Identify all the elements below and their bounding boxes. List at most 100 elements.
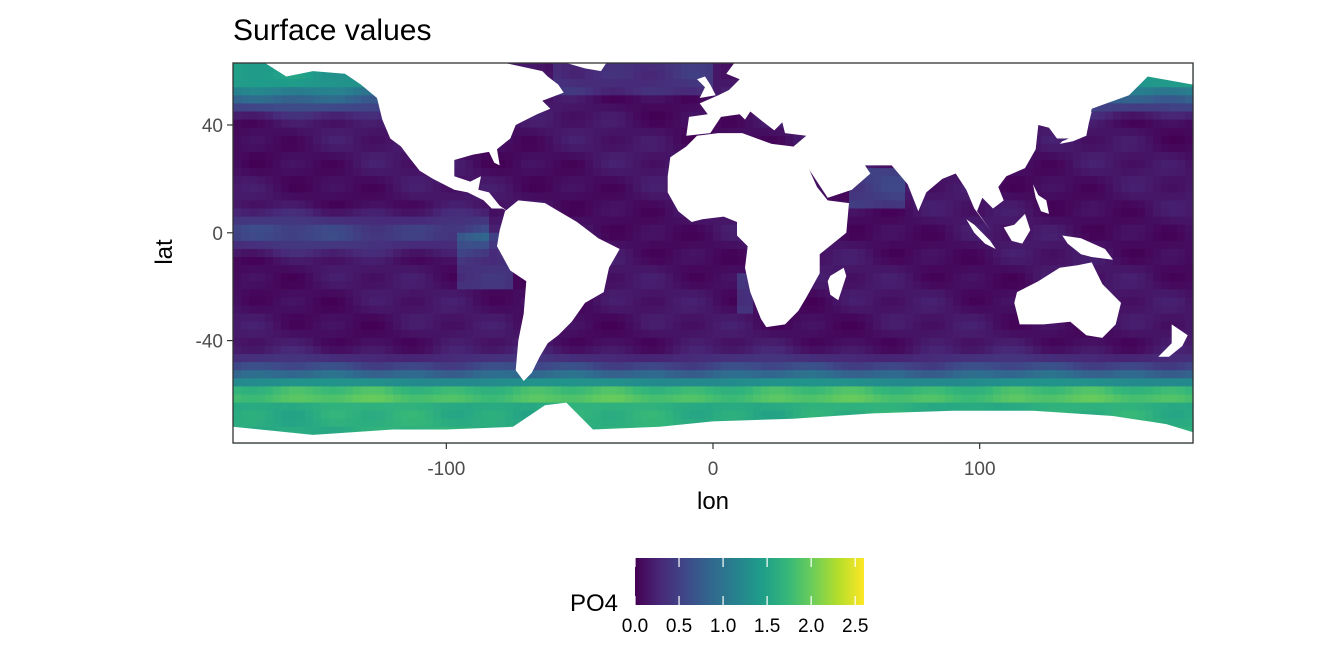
heatmap-cell [1105,370,1114,379]
heatmap-cell [777,378,786,387]
heatmap-cell [425,241,434,250]
heatmap-cell [249,176,258,185]
heatmap-cell [609,103,618,112]
heatmap-cell [585,362,594,371]
heatmap-cell [681,87,690,96]
heatmap-cell [345,192,354,201]
heatmap-cell [377,184,386,193]
heatmap-cell [329,103,338,112]
heatmap-cell [497,176,506,185]
heatmap-cell [489,176,498,185]
heatmap-cell [353,370,362,379]
heatmap-cell [969,338,978,347]
heatmap-cell [1153,136,1162,145]
heatmap-cell [1137,265,1146,274]
heatmap-cell [265,136,274,145]
heatmap-cell [913,378,922,387]
heatmap-cell [489,354,498,363]
heatmap-cell [641,63,650,72]
heatmap-cell [569,394,578,403]
heatmap-cell [1097,152,1106,161]
heatmap-cell [433,200,442,209]
heatmap-cell [497,297,506,306]
heatmap-cell [969,257,978,266]
heatmap-cell [1105,152,1114,161]
heatmap-cell [657,314,666,323]
heatmap-cell [249,128,258,137]
heatmap-cell [1105,168,1114,177]
heatmap-cell [913,338,922,347]
heatmap-cell [913,354,922,363]
heatmap-cell [1097,338,1106,347]
heatmap-cell [641,217,650,226]
heatmap-cell [473,346,482,355]
heatmap-cell [1097,370,1106,379]
heatmap-cell [705,378,714,387]
heatmap-cell [921,322,930,331]
heatmap-cell [609,184,618,193]
heatmap-cell [1001,184,1010,193]
heatmap-cell [449,225,458,234]
heatmap-cell [537,362,546,371]
heatmap-cell [937,346,946,355]
heatmap-cell [297,112,306,121]
heatmap-cell [329,346,338,355]
heatmap-cell [721,314,730,323]
heatmap-cell [249,297,258,306]
heatmap-cell [1145,241,1154,250]
heatmap-cell [265,306,274,315]
heatmap-cell [457,370,466,379]
heatmap-cell [401,265,410,274]
heatmap-cell [289,386,298,395]
heatmap-cell [1129,209,1138,218]
heatmap-cell [281,386,290,395]
heatmap-cell [417,289,426,298]
heatmap-cell [553,354,562,363]
heatmap-cell [641,322,650,331]
heatmap-cell [753,362,762,371]
heatmap-cell [961,306,970,315]
heatmap-cell [1073,160,1082,169]
heatmap-cell [857,378,866,387]
heatmap-cell [961,233,970,242]
heatmap-cell [249,330,258,339]
heatmap-cell [953,273,962,282]
heatmap-cell [561,394,570,403]
heatmap-cell [617,168,626,177]
heatmap-cell [929,217,938,226]
heatmap-cell [1121,168,1130,177]
heatmap-cell [473,370,482,379]
heatmap-cell [369,338,378,347]
heatmap-cell [353,306,362,315]
heatmap-cell [233,330,242,339]
heatmap-cell [1153,249,1162,258]
heatmap-cell [1049,176,1058,185]
heatmap-cell [729,338,738,347]
heatmap-cell [385,386,394,395]
heatmap-cell [1097,225,1106,234]
heatmap-cell [993,209,1002,218]
heatmap-cell [993,378,1002,387]
heatmap-cell [625,394,634,403]
heatmap-cell [649,225,658,234]
heatmap-cell [937,338,946,347]
heatmap-cell [233,103,242,112]
heatmap-cell [969,322,978,331]
heatmap-cell [1145,112,1154,121]
heatmap-cell [721,346,730,355]
heatmap-cell [1049,330,1058,339]
heatmap-cell [241,233,250,242]
heatmap-cell [649,378,658,387]
heatmap-cell [1089,160,1098,169]
heatmap-cell [553,95,562,104]
heatmap-cell [1185,322,1194,331]
heatmap-cell [729,322,738,331]
heatmap-cell [281,112,290,121]
heatmap-cell [289,144,298,153]
heatmap-cell [729,233,738,242]
heatmap-cell [489,394,498,403]
heatmap-cell [673,378,682,387]
heatmap-cell [625,160,634,169]
heatmap-cell [297,192,306,201]
heatmap-cell [849,354,858,363]
